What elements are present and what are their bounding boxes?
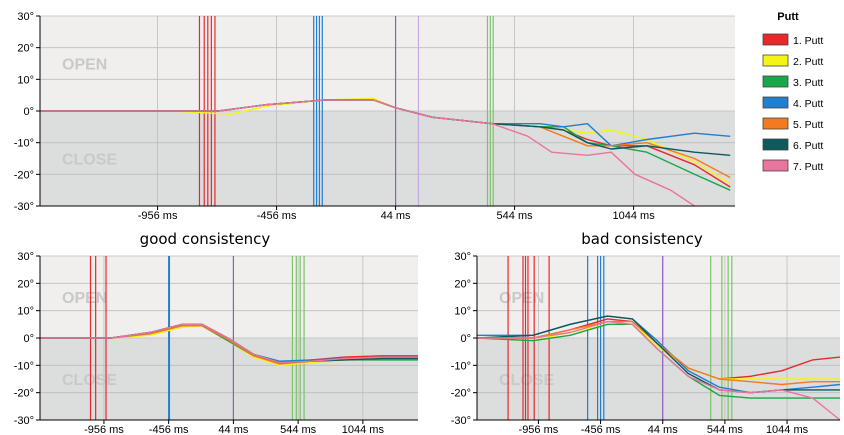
y-tick-label: -20°	[451, 388, 471, 400]
top-chart: OPEN CLOSE 30° 20° 10° 0° -10° -20° -30° -956 ms -…	[14, 11, 735, 222]
y-tick-label: 20°	[17, 43, 34, 55]
y-tick-label: 30°	[17, 251, 34, 263]
y-tick-label: -30°	[14, 415, 34, 427]
close-zone-label: CLOSE	[62, 152, 117, 169]
y-tick-label: -10°	[14, 360, 34, 372]
legend-swatch	[762, 54, 789, 67]
legend: Putt 1. Putt 2. Putt 3. Putt 4. Putt 5. Putt…	[762, 11, 823, 173]
y-tick-label: 0°	[460, 333, 471, 345]
legend-title: Putt	[777, 11, 799, 23]
legend-swatch	[762, 33, 789, 46]
y-tick-label: 0°	[23, 333, 34, 345]
y-tick-label: -10°	[14, 138, 34, 150]
open-zone-label: OPEN	[499, 290, 544, 307]
x-tick-label: 544 ms	[497, 210, 534, 222]
legend-item-label: 5. Putt	[793, 119, 823, 131]
y-tick-label: 20°	[17, 278, 34, 290]
y-tick-label: -30°	[451, 415, 471, 427]
series-line-7-putt	[477, 320, 841, 421]
x-tick-label: -456 ms	[581, 424, 621, 435]
legend-swatch	[762, 75, 789, 88]
close-zone-label: CLOSE	[499, 372, 554, 389]
x-tick-label: 44 ms	[218, 424, 248, 435]
good-consistency-chart: OPEN CLOSE 30° 20° 10° 0° -10° -20° -30° -956 ms -…	[14, 251, 418, 435]
y-tick-label: -20°	[14, 169, 34, 181]
y-tick-label: 10°	[454, 306, 471, 318]
legend-swatch	[762, 117, 789, 130]
close-zone-bg	[40, 338, 418, 420]
y-tick-label: 30°	[454, 251, 471, 263]
legend-item-label: 4. Putt	[793, 98, 823, 110]
open-zone-label: OPEN	[62, 57, 107, 74]
legend-swatch	[762, 96, 789, 109]
x-tick-label: -456 ms	[149, 424, 189, 435]
legend-item-label: 1. Putt	[793, 35, 823, 47]
open-zone-bg	[477, 256, 840, 338]
caption-good-consistency: good consistency	[140, 230, 271, 248]
series-line-7-putt	[40, 323, 418, 364]
open-zone-label: OPEN	[62, 290, 107, 307]
close-zone-label: CLOSE	[62, 372, 117, 389]
legend-item-label: 2. Putt	[793, 56, 823, 68]
x-tick-label: -956 ms	[84, 424, 124, 435]
bad-consistency-chart: OPEN CLOSE 30° 20° 10° 0° -10° -20° -30° -956 ms -…	[451, 251, 841, 435]
legend-item-label: 6. Putt	[793, 140, 823, 152]
y-tick-label: 30°	[17, 11, 34, 23]
close-zone-bg	[40, 111, 735, 206]
x-tick-label: -956 ms	[519, 424, 559, 435]
y-tick-label: 20°	[454, 278, 471, 290]
legend-item-label: 7. Putt	[793, 161, 823, 173]
y-tick-label: 10°	[17, 74, 34, 86]
x-tick-label: 44 ms	[381, 210, 411, 222]
y-tick-label: -30°	[14, 201, 34, 213]
x-tick-label: 544 ms	[280, 424, 317, 435]
open-zone-bg	[40, 16, 735, 111]
legend-swatch	[762, 159, 789, 172]
series-line-5-putt	[477, 320, 840, 386]
legend-swatch	[762, 138, 789, 151]
open-zone-bg	[40, 256, 418, 338]
y-tick-label: -10°	[451, 360, 471, 372]
y-tick-label: 10°	[17, 306, 34, 318]
series-line-7-putt	[40, 99, 695, 207]
x-tick-label: 1044 ms	[613, 210, 656, 222]
y-tick-label: 0°	[23, 106, 34, 118]
x-tick-label: 44 ms	[648, 424, 678, 435]
x-tick-label: 1044 ms	[766, 424, 809, 435]
x-tick-label: -456 ms	[257, 210, 297, 222]
legend-item-label: 3. Putt	[793, 77, 823, 89]
x-tick-label: 1044 ms	[342, 424, 385, 435]
caption-bad-consistency: bad consistency	[581, 230, 703, 248]
x-tick-label: -956 ms	[138, 210, 178, 222]
y-tick-label: -20°	[14, 388, 34, 400]
x-tick-label: 544 ms	[707, 424, 744, 435]
series-line-6-putt	[476, 315, 840, 394]
